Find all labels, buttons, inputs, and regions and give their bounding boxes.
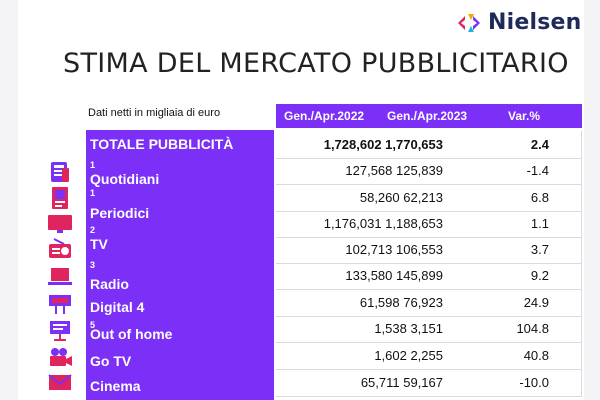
row-var: 40.8 bbox=[523, 348, 549, 363]
row-values-2022-2023: 1,538 3,151 bbox=[374, 321, 443, 336]
row-label: TOTALE PUBBLICITÀ bbox=[90, 136, 234, 152]
table-row: 1 Periodici 58,260 62,213 6.8 bbox=[86, 184, 582, 221]
row-values-2022-2023: 65,711 59,167 bbox=[360, 375, 443, 390]
laptop-icon bbox=[48, 268, 72, 285]
row-values: 133,580 145,899 9.2 bbox=[276, 263, 582, 290]
table-row: 1 Quotidiani 127,568 125,839 -1.4 bbox=[86, 158, 582, 187]
row-values: 61,598 76,923 24.9 bbox=[276, 289, 582, 317]
magazine-icon bbox=[52, 187, 68, 209]
row-values-2022-2023: 58,260 62,213 bbox=[359, 190, 443, 205]
row-var: 24.9 bbox=[523, 295, 549, 310]
row-values: 127,568 125,839 -1.4 bbox=[276, 158, 582, 185]
row-footnote: 2 bbox=[90, 225, 96, 235]
page-title: STIMA DEL MERCATO PUBBLICITARIO bbox=[63, 48, 569, 79]
column-header-2022: Gen./Apr.2022 bbox=[284, 109, 365, 123]
row-label: TV bbox=[90, 236, 108, 252]
row-values-2022-2023: 1,176,031 1,188,653 bbox=[323, 216, 443, 231]
row-footnote: 1 bbox=[90, 160, 96, 170]
units-note: Dati netti in migliaia di euro bbox=[88, 107, 221, 119]
row-values: 65,711 59,167 -10.0 bbox=[276, 369, 582, 397]
nielsen-logo-icon bbox=[458, 13, 480, 32]
screen-stand-icon bbox=[50, 321, 70, 341]
row-var: 9.2 bbox=[530, 268, 549, 283]
row-values-2022-2023: 133,580 145,899 bbox=[345, 268, 443, 283]
brand-name: Nielsen bbox=[488, 10, 582, 35]
camera-icon bbox=[50, 348, 72, 366]
row-var: 104.8 bbox=[516, 321, 549, 336]
billboard-icon bbox=[49, 295, 71, 314]
row-var: 6.8 bbox=[530, 190, 549, 205]
row-values-2022-2023: 61,598 76,923 bbox=[359, 295, 443, 310]
category-column bbox=[86, 130, 274, 400]
row-values: 1,176,031 1,188,653 1.1 bbox=[276, 211, 582, 238]
row-label: Cinema bbox=[90, 378, 141, 394]
row-values: 1,602 2,255 40.8 bbox=[276, 342, 582, 370]
row-label: Digital 4 bbox=[90, 299, 145, 315]
table-row: Go TV 1,538 3,151 104.8 bbox=[86, 316, 582, 369]
radio-icon bbox=[49, 238, 71, 258]
row-values: 1,538 3,151 104.8 bbox=[276, 316, 582, 343]
row-values: 1,728,602 1,770,653 2.4 bbox=[276, 131, 582, 159]
tv-icon bbox=[48, 215, 72, 233]
envelope-icon bbox=[48, 374, 72, 390]
row-values-2022-2023: 1,728,602 1,770,653 bbox=[323, 137, 443, 152]
column-header-2023: Gen./Apr.2023 bbox=[387, 109, 468, 123]
table-row: Digital 4 133,580 145,899 9.2 bbox=[86, 263, 582, 315]
row-var: 3.7 bbox=[530, 242, 549, 257]
brand-logo: Nielsen bbox=[456, 10, 582, 35]
row-footnote: 5 bbox=[90, 320, 96, 330]
column-header-var: Var.% bbox=[508, 109, 541, 123]
newspaper-icon bbox=[51, 162, 69, 182]
row-label: Out of home bbox=[90, 326, 173, 342]
row-values: 58,260 62,213 6.8 bbox=[276, 184, 582, 212]
table-row: 5 Out of home 61,598 76,923 24.9 bbox=[86, 289, 582, 342]
table-row: Cinema 1,602 2,255 40.8 bbox=[86, 342, 582, 394]
row-label: Go TV bbox=[90, 353, 132, 369]
row-label: Periodici bbox=[90, 205, 150, 221]
row-values-2022-2023: 1,602 2,255 bbox=[374, 348, 443, 363]
table-row: 3 Radio 102,713 106,553 3.7 bbox=[86, 237, 582, 292]
row-label: Quotidiani bbox=[90, 171, 160, 187]
table-row: 65,711 59,167 -10.0 bbox=[86, 369, 582, 397]
row-footnote: 1 bbox=[90, 188, 96, 198]
row-values-2022-2023: 102,713 106,553 bbox=[345, 242, 443, 257]
row-values-2022-2023: 127,568 125,839 bbox=[345, 163, 443, 178]
table-row: 2 TV 1,176,031 1,188,653 1.1 bbox=[86, 211, 582, 252]
row-var: -10.0 bbox=[519, 375, 549, 390]
row-label: Radio bbox=[90, 276, 129, 292]
row-footnote: 3 bbox=[90, 260, 96, 270]
table-row-total: TOTALE PUBBLICITÀ 1,728,602 1,770,653 2.… bbox=[86, 131, 582, 159]
row-var: 1.1 bbox=[530, 216, 549, 231]
row-values: 102,713 106,553 3.7 bbox=[276, 237, 582, 264]
table-header: Gen./Apr.2022 Gen./Apr.2023 Var.% bbox=[276, 104, 582, 128]
row-var: -1.4 bbox=[526, 163, 549, 178]
row-var: 2.4 bbox=[530, 137, 549, 152]
